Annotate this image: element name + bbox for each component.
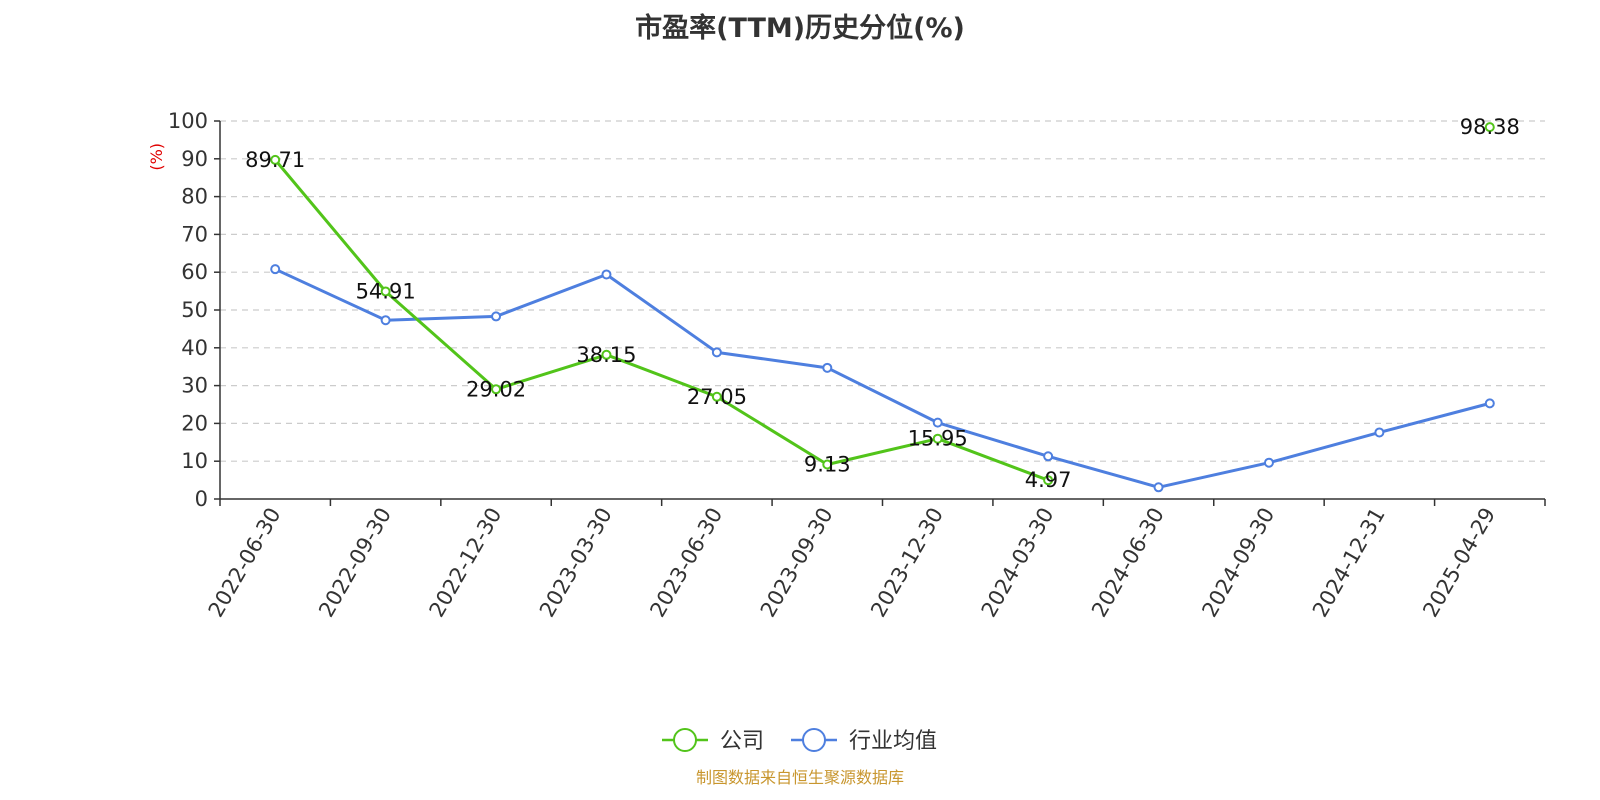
series-line [274, 267, 1491, 489]
x-tick-label: 2025-04-29 [1418, 504, 1500, 622]
x-tick-label: 2022-06-30 [204, 504, 286, 622]
data-point [491, 384, 502, 395]
x-tick-label: 2023-06-30 [645, 504, 727, 622]
x-tick-label: 2024-12-31 [1308, 504, 1390, 622]
y-axis-label: (%) [147, 143, 166, 171]
y-tick-label: 60 [181, 260, 208, 284]
data-label: 29.02 [466, 377, 526, 401]
data-point [601, 269, 612, 280]
x-tick-label: 2022-09-30 [314, 504, 396, 622]
data-point [822, 459, 833, 470]
y-tick-label: 90 [181, 147, 208, 171]
data-label: 98.38 [1460, 115, 1520, 139]
data-point [1043, 451, 1054, 462]
data-label: 54.91 [356, 279, 416, 303]
data-label: 4.97 [1025, 468, 1072, 492]
data-label: 9.13 [804, 452, 851, 476]
x-tick-label: 2023-03-30 [535, 504, 617, 622]
data-point [1484, 398, 1495, 409]
legend-label: 公司 [720, 729, 764, 754]
data-point [932, 433, 943, 444]
legend-marker [802, 728, 826, 752]
x-tick-label: 2024-03-30 [977, 504, 1059, 622]
x-tick-label: 2024-06-30 [1087, 504, 1169, 622]
x-tick-label: 2022-12-30 [425, 503, 507, 621]
data-point [932, 417, 943, 428]
data-point [491, 311, 502, 322]
data-point [270, 264, 281, 275]
x-tick-label: 2023-09-30 [756, 504, 838, 622]
data-point [1374, 427, 1385, 438]
data-point [601, 349, 612, 360]
legend-marker [673, 728, 697, 752]
data-label: 15.95 [908, 427, 968, 451]
data-point [711, 347, 722, 358]
data-point [1263, 457, 1274, 468]
data-label: 27.05 [687, 385, 747, 409]
data-point [1484, 122, 1495, 133]
series-line [275, 127, 1490, 480]
data-point [380, 315, 391, 326]
legend-label: 行业均值 [849, 729, 937, 754]
x-tick-label: 2024-09-30 [1197, 504, 1279, 622]
x-tick-label: 2023-12-30 [866, 503, 948, 621]
y-tick-label: 50 [181, 298, 208, 322]
data-point [1043, 475, 1054, 486]
data-point [711, 391, 722, 402]
y-tick-label: 30 [181, 374, 208, 398]
y-tick-label: 10 [181, 449, 208, 473]
data-label: 38.15 [576, 343, 636, 367]
data-label: 89.71 [245, 148, 305, 172]
data-point [1153, 482, 1164, 493]
y-tick-label: 100 [168, 109, 208, 133]
y-tick-label: 20 [181, 411, 208, 435]
data-point [380, 286, 391, 297]
y-tick-label: 0 [195, 487, 208, 511]
y-tick-label: 40 [181, 336, 208, 360]
source-note: 制图数据来自恒生聚源数据库 [695, 768, 904, 787]
y-tick-label: 70 [181, 222, 208, 246]
data-point [270, 154, 281, 165]
chart-title: 市盈率(TTM)历史分位(%) [635, 13, 965, 44]
y-tick-label: 80 [181, 185, 208, 209]
data-point [822, 362, 833, 373]
